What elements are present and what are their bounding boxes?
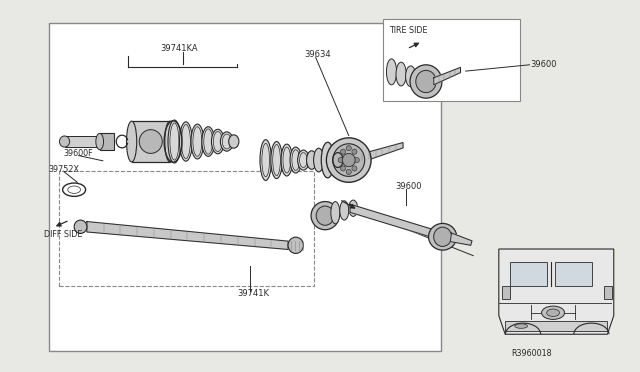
Bar [383, 19, 520, 101]
Text: TIRE SIDE: TIRE SIDE [389, 26, 428, 35]
Polygon shape [87, 222, 288, 250]
Bar [132, 121, 170, 162]
Ellipse shape [415, 70, 426, 87]
Ellipse shape [410, 65, 442, 98]
Ellipse shape [60, 136, 70, 147]
Ellipse shape [290, 147, 301, 173]
Ellipse shape [340, 149, 346, 154]
Bar [100, 134, 114, 150]
Ellipse shape [281, 144, 292, 176]
Polygon shape [451, 233, 472, 245]
Bar [502, 286, 509, 299]
Text: 39600: 39600 [531, 60, 557, 69]
Ellipse shape [354, 157, 359, 163]
Ellipse shape [140, 130, 163, 153]
Bar [555, 262, 592, 286]
Polygon shape [499, 249, 614, 334]
Ellipse shape [96, 134, 104, 150]
Ellipse shape [191, 124, 204, 159]
Ellipse shape [316, 206, 334, 225]
Ellipse shape [179, 122, 192, 161]
Text: DIFF SIDE: DIFF SIDE [44, 230, 83, 240]
Text: 39752X: 39752X [49, 165, 79, 174]
Bar [510, 262, 547, 286]
Ellipse shape [340, 166, 346, 171]
Polygon shape [355, 142, 403, 164]
Text: R3960018: R3960018 [511, 349, 552, 358]
Bar [505, 321, 607, 331]
Ellipse shape [74, 220, 87, 234]
Ellipse shape [202, 127, 214, 156]
Ellipse shape [352, 166, 357, 171]
Ellipse shape [314, 148, 324, 172]
Ellipse shape [352, 149, 357, 154]
Ellipse shape [349, 200, 358, 217]
Text: 39600F: 39600F [63, 149, 93, 158]
Text: 39741KA: 39741KA [161, 44, 198, 53]
Ellipse shape [416, 70, 436, 93]
Ellipse shape [434, 227, 452, 246]
Bar [604, 286, 612, 299]
Ellipse shape [333, 144, 365, 176]
Ellipse shape [396, 62, 406, 86]
Ellipse shape [331, 202, 340, 224]
Ellipse shape [168, 120, 180, 163]
Ellipse shape [346, 169, 351, 174]
Ellipse shape [547, 309, 559, 317]
Ellipse shape [211, 129, 224, 154]
Ellipse shape [271, 141, 282, 179]
Ellipse shape [165, 121, 175, 162]
Ellipse shape [321, 142, 334, 178]
Ellipse shape [127, 121, 137, 162]
Polygon shape [350, 204, 435, 238]
Ellipse shape [340, 201, 349, 220]
Ellipse shape [288, 237, 303, 253]
Bar [49, 23, 442, 351]
Ellipse shape [406, 66, 416, 87]
Polygon shape [434, 67, 461, 85]
Ellipse shape [429, 224, 457, 250]
Ellipse shape [342, 153, 355, 167]
Ellipse shape [515, 324, 527, 328]
Bar [65, 136, 113, 147]
Ellipse shape [228, 135, 239, 148]
Ellipse shape [311, 202, 339, 230]
Ellipse shape [298, 150, 309, 170]
Ellipse shape [307, 151, 317, 169]
Ellipse shape [346, 145, 351, 151]
Ellipse shape [220, 132, 233, 151]
Text: 39600: 39600 [396, 182, 422, 190]
Text: 39634: 39634 [304, 50, 331, 59]
Ellipse shape [326, 138, 371, 182]
Ellipse shape [260, 140, 271, 180]
Ellipse shape [387, 59, 397, 85]
Ellipse shape [541, 306, 564, 320]
Text: 39741K: 39741K [237, 289, 269, 298]
Ellipse shape [338, 157, 343, 163]
